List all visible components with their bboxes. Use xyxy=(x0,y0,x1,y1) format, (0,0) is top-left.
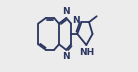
Text: N: N xyxy=(62,52,70,61)
Text: N: N xyxy=(62,7,70,16)
Text: NH: NH xyxy=(79,48,94,57)
Text: N: N xyxy=(72,16,80,25)
